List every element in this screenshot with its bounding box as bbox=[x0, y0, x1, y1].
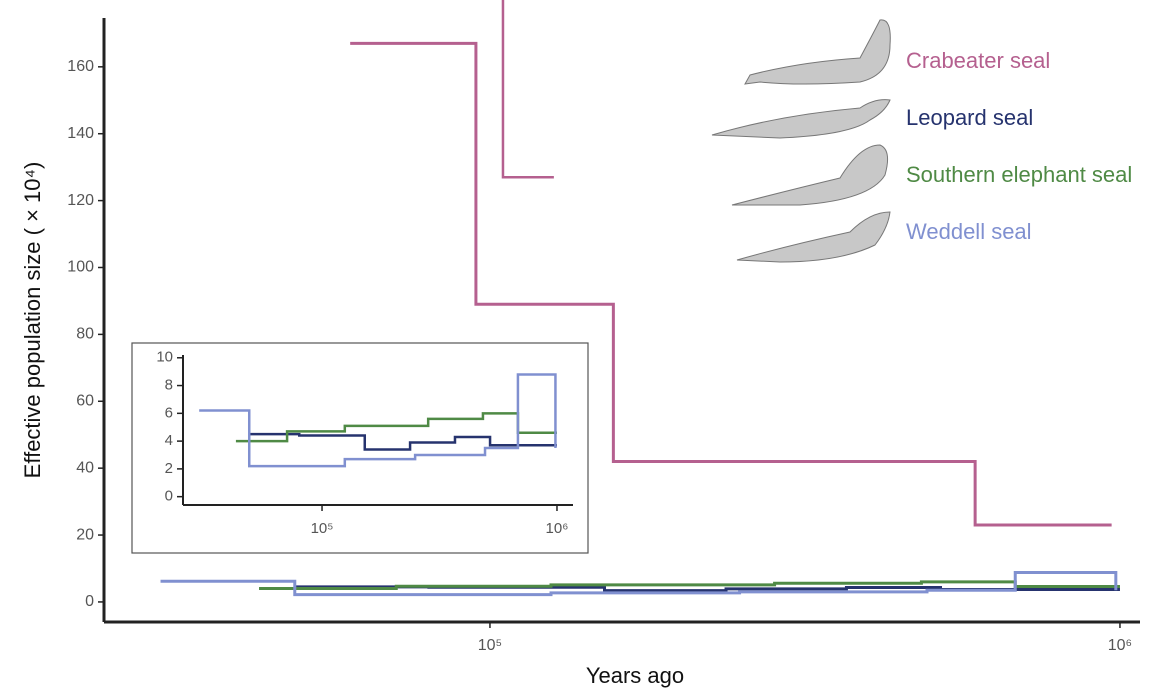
y-tick-label: 120 bbox=[67, 192, 94, 209]
x-tick-label: 10⁶ bbox=[546, 520, 569, 537]
seal-icon bbox=[732, 145, 888, 205]
step-line bbox=[236, 413, 557, 441]
legend-label: Leopard seal bbox=[906, 105, 1033, 130]
y-tick-label: 60 bbox=[76, 392, 94, 409]
y-tick-label: 80 bbox=[76, 326, 94, 343]
page: {"chart_data": [ {"type": "line", "xscal… bbox=[0, 0, 1171, 689]
step-line bbox=[199, 374, 555, 466]
y-tick-label: 8 bbox=[165, 377, 173, 394]
x-axis-label: Years ago bbox=[586, 663, 684, 688]
step-line bbox=[259, 582, 1120, 589]
x-tick-label: 10⁶ bbox=[1108, 637, 1132, 654]
y-tick-label: 6 bbox=[165, 404, 173, 421]
seal-icon bbox=[745, 20, 890, 84]
y-tick-label: 20 bbox=[76, 526, 94, 543]
step-line bbox=[270, 0, 554, 177]
y-tick-label: 10 bbox=[156, 349, 173, 366]
seal-illustrations bbox=[712, 20, 890, 262]
y-tick-label: 0 bbox=[85, 593, 94, 610]
y-tick-label: 100 bbox=[67, 259, 94, 276]
y-tick-label: 4 bbox=[165, 432, 173, 449]
x-tick-label: 10⁵ bbox=[478, 637, 502, 654]
legend-label: Weddell seal bbox=[906, 219, 1032, 244]
seal-icon bbox=[712, 100, 890, 138]
y-tick-label: 0 bbox=[165, 488, 173, 505]
legend-label: Southern elephant seal bbox=[906, 162, 1132, 187]
y-tick-label: 160 bbox=[67, 58, 94, 75]
chart: Years ago Effective population size ( × … bbox=[0, 0, 1171, 689]
seal-icon bbox=[737, 212, 890, 262]
y-axis-label: Effective population size ( × 10⁴) bbox=[20, 162, 45, 479]
y-tick-label: 40 bbox=[76, 459, 94, 476]
y-tick-label: 2 bbox=[165, 460, 173, 477]
legend-label: Crabeater seal bbox=[906, 48, 1050, 73]
y-tick-label: 140 bbox=[67, 125, 94, 142]
x-tick-label: 10⁵ bbox=[311, 520, 334, 537]
